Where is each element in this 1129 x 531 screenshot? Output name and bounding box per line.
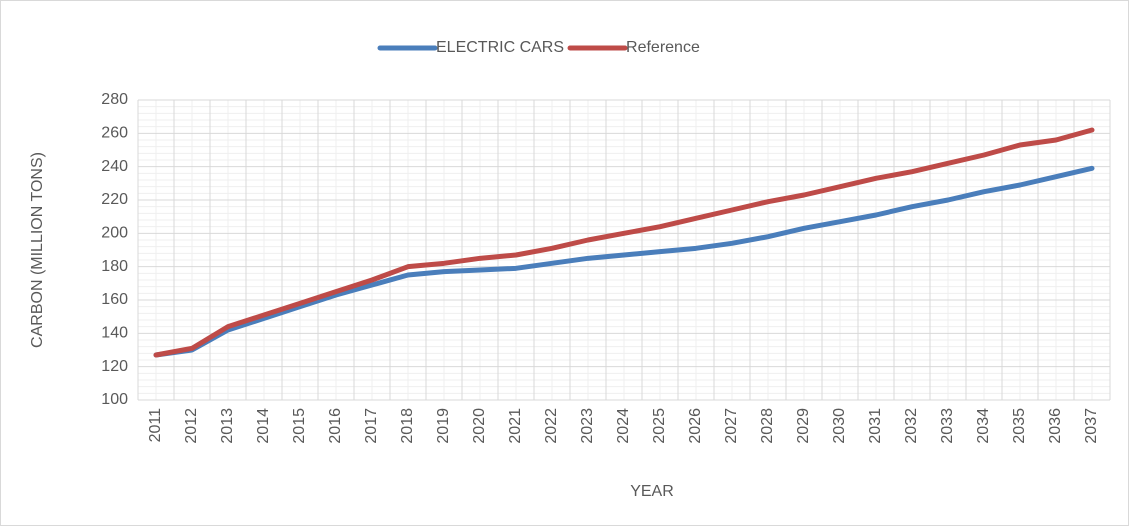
y-tick-label: 220 (101, 191, 128, 208)
y-tick-label: 180 (101, 258, 128, 275)
x-tick-label: 2017 (363, 408, 380, 444)
y-tick-label: 260 (101, 125, 128, 142)
x-tick-label: 2024 (615, 408, 632, 444)
x-tick-label: 2036 (1047, 408, 1064, 444)
x-tick-label: 2015 (291, 408, 308, 444)
x-tick-label: 2028 (759, 408, 776, 444)
y-axis-title: CARBON (MILLION TONS) (29, 152, 46, 348)
x-tick-label: 2037 (1083, 408, 1100, 444)
x-tick-label: 2023 (579, 408, 596, 444)
y-tick-label: 160 (101, 291, 128, 308)
line-series (153, 127, 1095, 358)
y-tick-label: 240 (101, 158, 128, 175)
x-tick-label: 2020 (471, 408, 488, 444)
x-tick-label: 2029 (795, 408, 812, 444)
x-tick-label: 2014 (255, 408, 272, 444)
y-tick-label: 120 (101, 358, 128, 375)
y-tick-label: 200 (101, 225, 128, 242)
y-tick-label: 280 (101, 91, 128, 108)
x-tick-label: 2021 (507, 408, 524, 444)
legend-label: Reference (626, 39, 700, 56)
x-tick-label: 2018 (399, 408, 416, 444)
x-tick-label: 2035 (1011, 408, 1028, 444)
x-tick-label: 2034 (975, 408, 992, 444)
x-tick-label: 2013 (219, 408, 236, 444)
line-series (153, 165, 1095, 358)
x-tick-label: 2027 (723, 408, 740, 444)
y-tick-label: 140 (101, 325, 128, 342)
x-tick-label: 2031 (867, 408, 884, 444)
x-tick-label: 2025 (651, 408, 668, 444)
x-tick-label: 2022 (543, 408, 560, 444)
x-axis-title: YEAR (630, 483, 674, 500)
x-tick-label: 2012 (183, 408, 200, 444)
x-tick-label: 2026 (687, 408, 704, 444)
x-tick-label: 2032 (903, 408, 920, 444)
x-tick-label: 2033 (939, 408, 956, 444)
x-tick-label: 2030 (831, 408, 848, 444)
x-tick-label: 2016 (327, 408, 344, 444)
x-tick-label: 2019 (435, 408, 452, 444)
y-tick-label: 100 (101, 391, 128, 408)
x-tick-label: 2011 (147, 408, 164, 443)
legend-label: ELECTRIC CARS (436, 39, 564, 56)
